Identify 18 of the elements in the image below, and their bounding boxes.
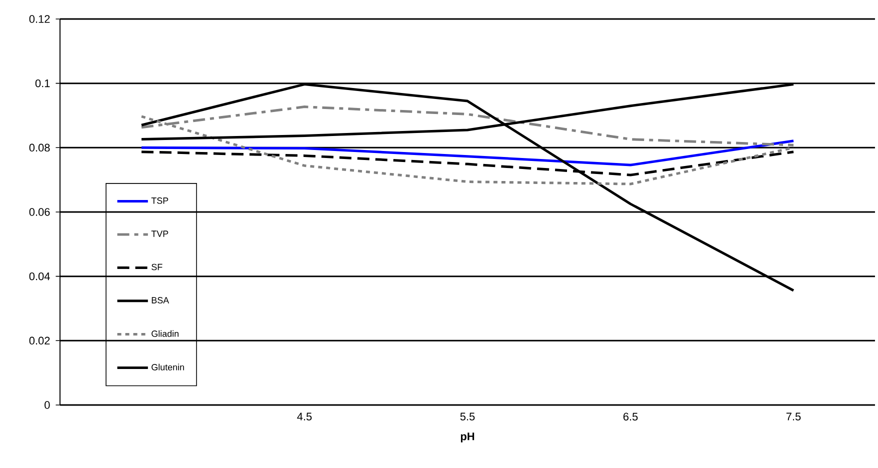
- y-tick-label: 0.06: [29, 208, 50, 216]
- y-tick-label: 0: [44, 401, 50, 409]
- y-tick-label: 0.08: [29, 144, 50, 152]
- x-tick-label: 4.5: [297, 412, 312, 420]
- legend-label: Gliadin: [152, 330, 178, 337]
- legend-label: BSA: [152, 297, 170, 304]
- y-tick-label: 0.12: [29, 15, 50, 23]
- x-axis-title: pH: [460, 432, 474, 442]
- x-tick-label: 6.5: [623, 412, 638, 421]
- legend-label: SF: [152, 264, 162, 270]
- legend-label: Glutenin: [152, 364, 184, 370]
- x-tick-label: 5.5: [460, 412, 475, 420]
- legend-label: TSP: [151, 197, 168, 204]
- y-tick-label: 0.02: [29, 336, 50, 345]
- y-tick-label: 0.04: [29, 272, 50, 280]
- x-tick-label: 7.5: [786, 412, 801, 420]
- legend-label: TVP: [151, 230, 168, 237]
- y-tick-label: 0.1: [35, 79, 50, 88]
